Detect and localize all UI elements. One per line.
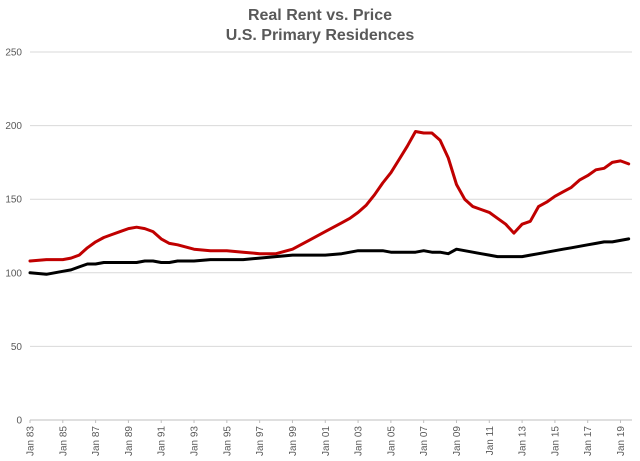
x-tick-label: Jan 03 <box>354 426 365 456</box>
x-tick-label: Jan 15 <box>550 426 561 456</box>
x-tick-label: Jan 19 <box>616 426 627 456</box>
x-tick-label: Jan 01 <box>321 426 332 456</box>
x-tick-label: Jan 87 <box>91 426 102 456</box>
x-tick-label: Jan 97 <box>255 426 266 456</box>
x-tick-label: Jan 05 <box>386 426 397 456</box>
x-tick-label: Jan 17 <box>583 426 594 456</box>
y-tick-label: 0 <box>16 416 22 427</box>
x-tick-label: Jan 11 <box>485 426 496 456</box>
y-tick-label: 150 <box>5 195 22 206</box>
x-tick-label: Jan 95 <box>222 426 233 456</box>
y-tick-label: 200 <box>5 121 22 132</box>
rent-series-line <box>28 237 631 276</box>
chart-title-line1: Real Rent vs. Price <box>247 7 393 24</box>
x-tick-label: Jan 09 <box>452 426 463 456</box>
x-tick-label: Jan 83 <box>26 426 37 456</box>
y-tick-label: 250 <box>5 48 22 59</box>
x-tick-label: Jan 07 <box>419 426 430 456</box>
x-tick-label: Jan 91 <box>157 426 168 456</box>
x-tick-label: Jan 89 <box>124 426 135 456</box>
x-tick-label: Jan 13 <box>518 426 529 456</box>
price-series-line <box>28 130 631 263</box>
chart-subtitle: U.S. Primary Residences <box>225 27 415 44</box>
x-tick-label: Jan 85 <box>58 426 69 456</box>
x-tick-label: Jan 99 <box>288 426 299 456</box>
x-tick-label: Jan 93 <box>190 426 201 456</box>
y-tick-label: 50 <box>11 342 23 353</box>
chart-title: Real Rent vs. Price U.S. Primary Residen… <box>0 6 640 46</box>
y-tick-label: 100 <box>5 268 22 279</box>
